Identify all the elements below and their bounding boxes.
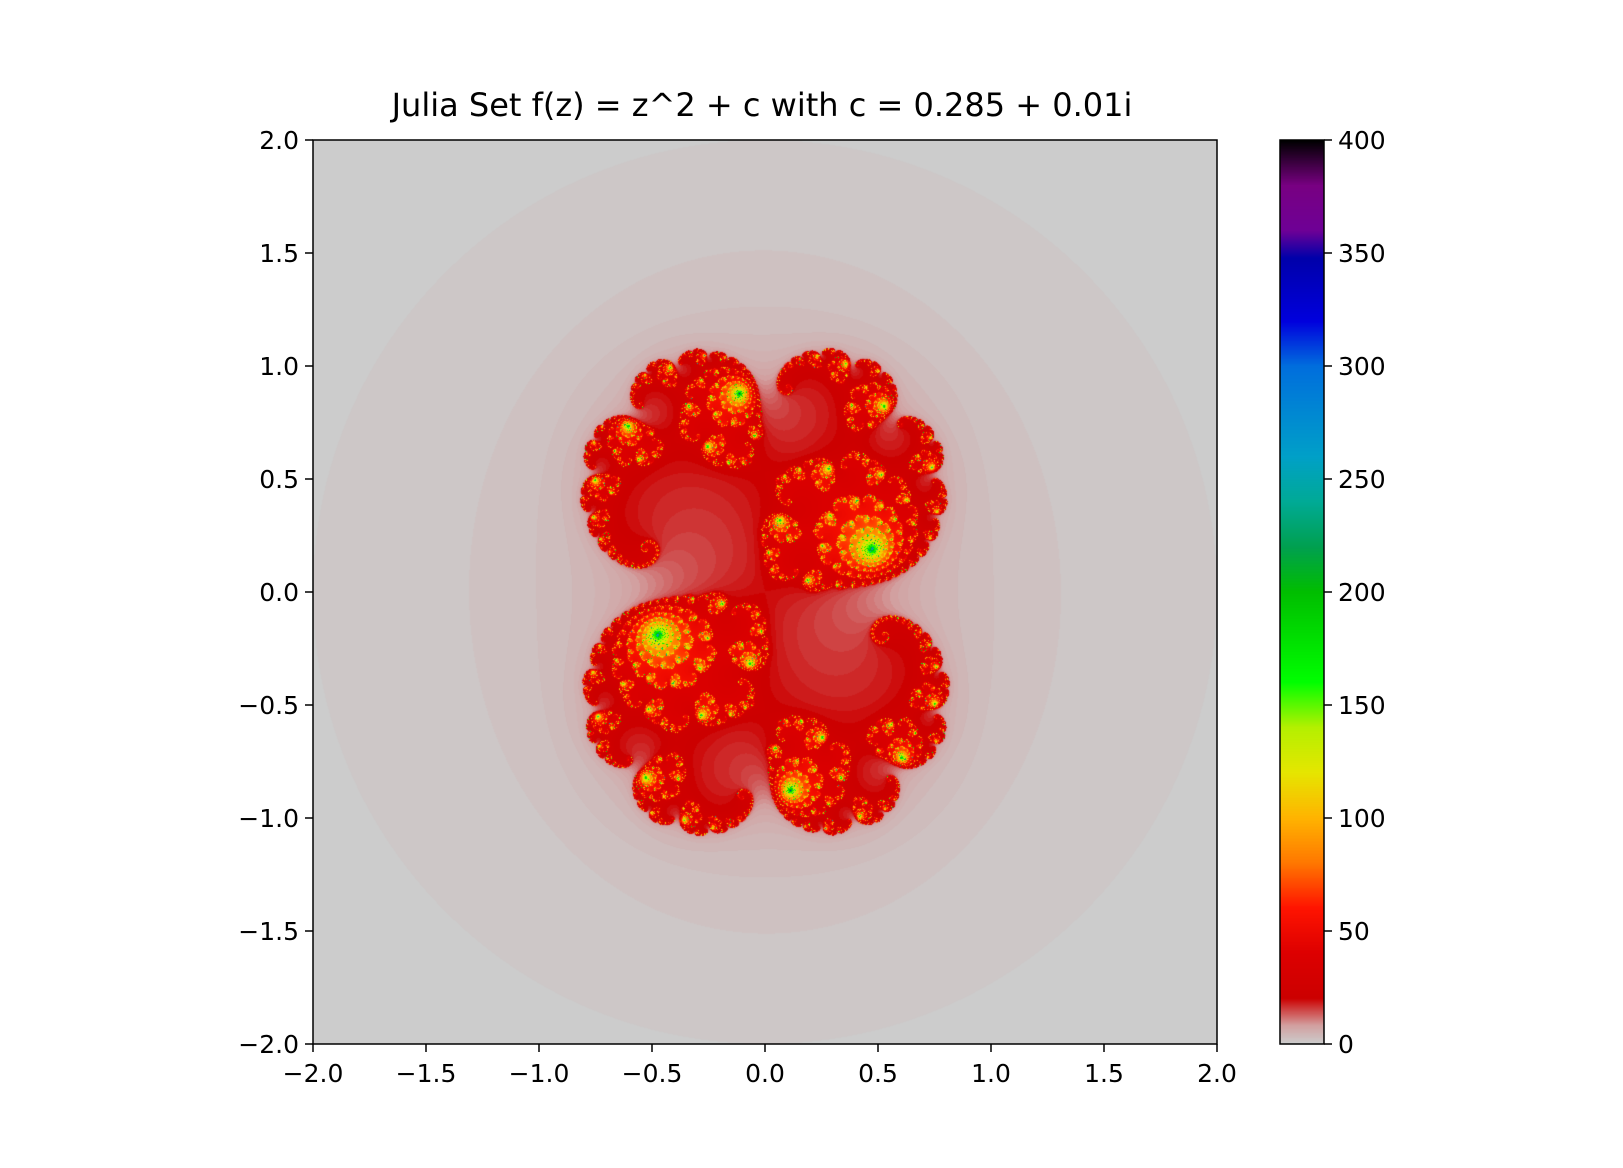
colorbar-frame [1279,139,1325,1045]
x-tick-label: 0.5 [858,1059,898,1088]
colorbar-tick-label: 150 [1338,691,1386,720]
colorbar-tick-label: 50 [1338,917,1370,946]
x-tick-label: −2.0 [283,1059,344,1088]
y-tick-label: −1.0 [238,804,299,833]
y-tick-label: 1.5 [259,239,299,268]
y-tick-label: −2.0 [238,1030,299,1059]
y-tick-label: 0.5 [259,465,299,494]
x-tick-label: −1.5 [396,1059,457,1088]
colorbar-tick-label: 0 [1338,1030,1354,1059]
colorbar [1280,140,1324,1044]
plot-frame [312,139,1218,1045]
colorbar-tick-label: 100 [1338,804,1386,833]
x-tick-label: 0.0 [745,1059,785,1088]
colorbar-tick-label: 300 [1338,352,1386,381]
x-tick-label: 1.0 [971,1059,1011,1088]
y-tick-label: −0.5 [238,691,299,720]
y-tick-label: 1.0 [259,352,299,381]
x-tick-label: −1.0 [509,1059,570,1088]
x-tick-label: 2.0 [1197,1059,1237,1088]
y-tick-label: −1.5 [238,917,299,946]
chart-title: Julia Set f(z) = z^2 + c with c = 0.285 … [391,86,1133,124]
colorbar-tick-label: 400 [1338,126,1386,155]
y-tick-label: 0.0 [259,578,299,607]
y-tick-label: 2.0 [259,126,299,155]
colorbar-tick-label: 350 [1338,239,1386,268]
x-tick-label: 1.5 [1084,1059,1124,1088]
colorbar-tick-label: 250 [1338,465,1386,494]
colorbar-tick-label: 200 [1338,578,1386,607]
julia-set-heatmap [313,140,1217,1044]
x-tick-label: −0.5 [622,1059,683,1088]
